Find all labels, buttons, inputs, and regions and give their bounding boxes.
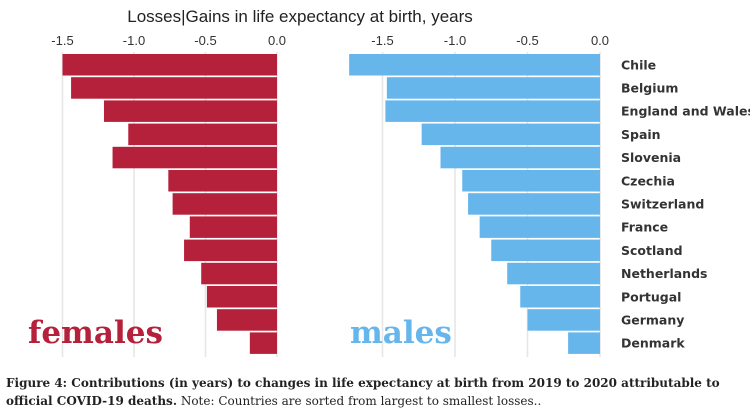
- bar-males: [440, 146, 600, 169]
- bar-males: [568, 332, 600, 354]
- bar-males: [468, 193, 600, 215]
- bar-females: [189, 216, 277, 238]
- bar-females: [184, 239, 277, 262]
- x-axis-ticks: -1.5 -1.0 -0.5 0.0 -1.5 -1.0 -0.5 0.0: [51, 33, 609, 48]
- caption-bold: Figure 4: Contributions (in years) to ch…: [6, 376, 720, 408]
- bar-females: [216, 309, 277, 331]
- bar-females: [249, 332, 277, 354]
- x-tick-label: -1.5: [51, 33, 73, 48]
- x-tick-label: 0.0: [591, 33, 609, 48]
- x-tick-label: -0.5: [194, 33, 216, 48]
- x-tick-label: 0.0: [268, 33, 286, 48]
- bar-females: [168, 170, 277, 192]
- bar-males: [385, 100, 600, 122]
- bar-females: [172, 193, 277, 215]
- figure-caption: Figure 4: Contributions (in years) to ch…: [6, 374, 746, 410]
- country-label: France: [621, 220, 668, 235]
- bar-males: [462, 170, 600, 192]
- males-panel-label: males: [350, 315, 452, 351]
- country-label: England and Wales: [621, 104, 750, 119]
- bar-males: [479, 216, 600, 238]
- life-expectancy-chart: Losses|Gains in life expectancy at birth…: [28, 7, 750, 357]
- country-label: Denmark: [621, 336, 685, 351]
- country-label: Spain: [621, 127, 661, 142]
- country-labels: Chile Belgium England and Wales Spain Sloven…: [621, 57, 750, 350]
- country-label: Czechia: [621, 173, 675, 188]
- x-tick-label: -0.5: [516, 33, 538, 48]
- bar-males: [421, 123, 600, 146]
- caption-note: Note: Countries are sorted from largest …: [177, 394, 542, 408]
- females-panel-label: females: [28, 315, 163, 351]
- x-tick-label: -1.5: [371, 33, 393, 48]
- bar-females: [103, 100, 277, 122]
- country-label: Belgium: [621, 80, 678, 95]
- bar-males: [507, 262, 600, 285]
- country-label: Chile: [621, 57, 656, 72]
- bar-females: [71, 77, 277, 99]
- bar-females: [112, 146, 277, 169]
- country-label: Scotland: [621, 243, 683, 258]
- bar-males: [491, 239, 600, 262]
- bar-males: [520, 286, 600, 308]
- country-label: Switzerland: [621, 196, 704, 211]
- country-label: Slovenia: [621, 150, 681, 165]
- x-tick-label: -1.0: [123, 33, 145, 48]
- country-label: Portugal: [621, 289, 681, 304]
- chart-title: Losses|Gains in life expectancy at birth…: [127, 7, 473, 26]
- country-label: Germany: [621, 312, 684, 327]
- bar-males: [386, 77, 600, 99]
- bars: [62, 54, 600, 354]
- bar-females: [128, 123, 277, 146]
- bar-males: [527, 309, 600, 331]
- bar-females: [62, 54, 277, 76]
- bar-females: [201, 262, 277, 285]
- bar-females: [206, 286, 277, 308]
- country-label: Netherlands: [621, 266, 707, 281]
- x-tick-label: -1.0: [444, 33, 466, 48]
- bar-males: [349, 54, 600, 76]
